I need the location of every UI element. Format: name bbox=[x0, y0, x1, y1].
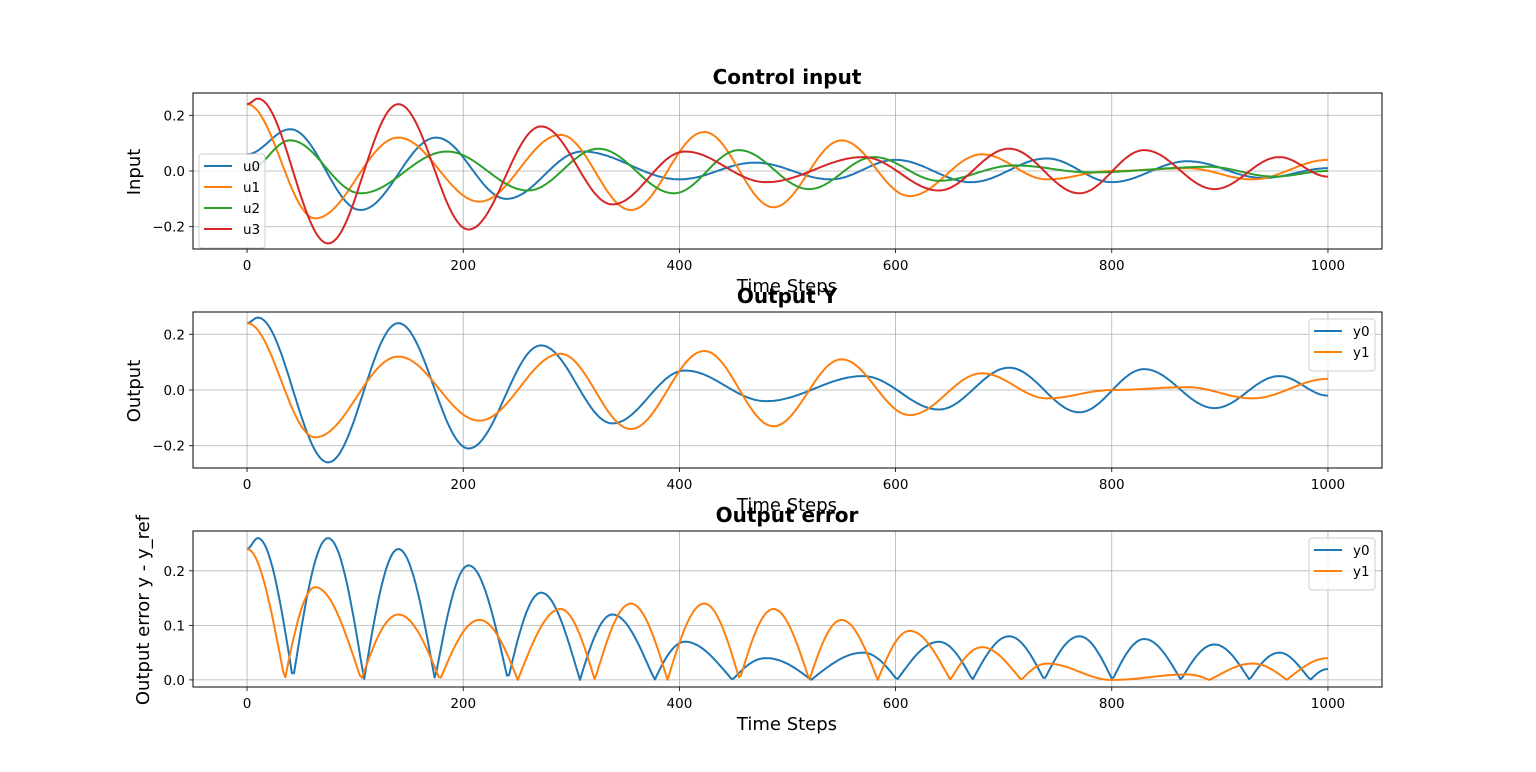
legend-box bbox=[198, 153, 266, 249]
x-tick-label: 800 bbox=[1099, 477, 1125, 493]
x-tick-label: 800 bbox=[1099, 696, 1125, 712]
panel-output-y: Output Y Output Time Steps 0 200 400 600 800… bbox=[124, 284, 1383, 516]
x-tick-label: 600 bbox=[883, 696, 909, 712]
x-tick-label: 0 bbox=[243, 258, 252, 274]
series-line-y0 bbox=[246, 316, 1329, 464]
y-tick-label: −0.2 bbox=[152, 439, 185, 455]
y-axis-label: Output error y - y_ref bbox=[133, 514, 154, 705]
y-tick-label: 0.1 bbox=[164, 618, 185, 634]
axes-frame bbox=[192, 311, 1383, 469]
legend-label-u1: u1 bbox=[243, 180, 260, 196]
legend-label-u0: u0 bbox=[243, 159, 260, 175]
x-tick-label: 400 bbox=[667, 696, 693, 712]
x-tick-label: 200 bbox=[450, 696, 476, 712]
panel-output-error: Output error Output error y - y_ref Time… bbox=[133, 503, 1383, 735]
x-tick-label: 1000 bbox=[1311, 477, 1345, 493]
y-tick-label: 0.0 bbox=[164, 673, 185, 689]
legend-label-y0: y0 bbox=[1353, 324, 1370, 340]
x-tick-label: 1000 bbox=[1311, 258, 1345, 274]
series-line-y0 bbox=[246, 537, 1329, 681]
x-tick-label: 400 bbox=[667, 477, 693, 493]
legend-label-u3: u3 bbox=[243, 222, 260, 238]
chart-title: Output error bbox=[716, 503, 859, 527]
chart-title: Control input bbox=[713, 65, 862, 89]
series-line-y1 bbox=[246, 322, 1328, 439]
x-tick-label: 200 bbox=[450, 258, 476, 274]
x-tick-label: 1000 bbox=[1311, 696, 1345, 712]
x-tick-label: 0 bbox=[243, 477, 252, 493]
axes-frame bbox=[192, 530, 1383, 688]
x-tick-label: 400 bbox=[667, 258, 693, 274]
y-tick-label: 0.0 bbox=[164, 164, 185, 180]
series-line-u3 bbox=[246, 97, 1329, 245]
y-axis-label: Output bbox=[124, 360, 145, 423]
axes-frame bbox=[192, 92, 1383, 250]
legend-label-y0: y0 bbox=[1353, 543, 1370, 559]
legend: u0 u1 u2 u3 bbox=[198, 153, 266, 249]
legend-label-y1: y1 bbox=[1353, 564, 1370, 580]
x-axis-label: Time Steps bbox=[736, 495, 837, 516]
y-axis-label: Input bbox=[124, 149, 145, 196]
y-tick-label: 0.2 bbox=[164, 327, 185, 343]
x-tick-label: 800 bbox=[1099, 258, 1125, 274]
x-tick-label: 600 bbox=[883, 258, 909, 274]
y-tick-label: 0.2 bbox=[164, 108, 185, 124]
legend-label-y1: y1 bbox=[1353, 345, 1370, 361]
y-tick-label: 0.2 bbox=[164, 564, 185, 580]
x-tick-label: 0 bbox=[243, 696, 252, 712]
y-tick-label: −0.2 bbox=[152, 220, 185, 236]
chart-title: Output Y bbox=[737, 284, 838, 308]
series-line-u0 bbox=[246, 128, 1328, 211]
x-tick-label: 600 bbox=[883, 477, 909, 493]
x-axis-label: Time Steps bbox=[736, 714, 837, 735]
x-tick-label: 200 bbox=[450, 477, 476, 493]
legend-label-u2: u2 bbox=[243, 201, 260, 217]
y-tick-label: 0.0 bbox=[164, 383, 185, 399]
panel-control-input: Control input Input Time Steps 0 200 400 60… bbox=[124, 65, 1383, 297]
x-axis-label: Time Steps bbox=[736, 276, 837, 297]
series-line-y1 bbox=[246, 548, 1329, 681]
